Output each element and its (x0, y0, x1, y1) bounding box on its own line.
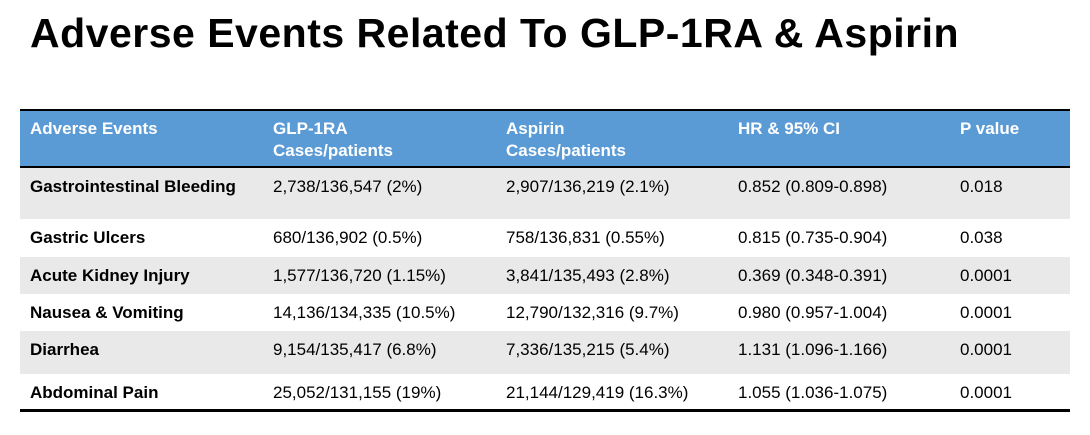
cell-aspirin-cases: 2,907/136,219 (2.1%) (506, 177, 670, 197)
column-header-aspirin: Aspirin Cases/patients (496, 110, 728, 169)
cell-hr-ci: 0.852 (0.809-0.898) (738, 177, 888, 197)
column-header-hr-ci: HR & 95% CI (728, 110, 950, 169)
cell-p-value: 0.0001 (960, 340, 1012, 360)
cell-p-value: 0.0001 (960, 383, 1012, 403)
cell-hr-ci: 1.131 (1.096-1.166) (738, 340, 888, 360)
header-line: Cases/patients (506, 141, 626, 161)
cell-adverse-event: Acute Kidney Injury (30, 266, 190, 286)
column-header-adverse-events: Adverse Events (20, 110, 263, 169)
cell-adverse-event: Gastric Ulcers (30, 228, 146, 248)
cell-aspirin-cases: 3,841/135,493 (2.8%) (506, 266, 670, 286)
cell-adverse-event: Nausea & Vomiting (30, 303, 184, 323)
page-title: Adverse Events Related To GLP-1RA & Aspi… (30, 10, 960, 56)
cell-p-value: 0.0001 (960, 303, 1012, 323)
header-line: Adverse Events (30, 119, 158, 139)
cell-glp1ra-cases: 1,577/136,720 (1.15%) (273, 266, 446, 286)
cell-p-value: 0.0001 (960, 266, 1012, 286)
cell-adverse-event: Diarrhea (30, 340, 99, 360)
header-line: Cases/patients (273, 141, 393, 161)
cell-hr-ci: 0.815 (0.735-0.904) (738, 228, 888, 248)
cell-glp1ra-cases: 14,136/134,335 (10.5%) (273, 303, 456, 323)
cell-glp1ra-cases: 25,052/131,155 (19%) (273, 383, 442, 403)
table-header-row: Adverse Events GLP-1RA Cases/patients As… (20, 110, 1070, 169)
cell-aspirin-cases: 12,790/132,316 (9.7%) (506, 303, 679, 323)
column-header-p-value: P value (950, 110, 1070, 169)
cell-p-value: 0.018 (960, 177, 1003, 197)
cell-glp1ra-cases: 680/136,902 (0.5%) (273, 228, 423, 248)
cell-aspirin-cases: 21,144/129,419 (16.3%) (506, 383, 689, 403)
cell-aspirin-cases: 7,336/135,215 (5.4%) (506, 340, 670, 360)
column-header-glp1ra: GLP-1RA Cases/patients (263, 110, 496, 169)
cell-adverse-event: Gastrointestinal Bleeding (30, 177, 236, 197)
table-row-nausea-vomiting: Nausea & Vomiting 14,136/134,335 (10.5%)… (20, 294, 1070, 331)
cell-hr-ci: 0.369 (0.348-0.391) (738, 266, 888, 286)
header-line: P value (960, 119, 1020, 139)
cell-hr-ci: 1.055 (1.036-1.075) (738, 383, 888, 403)
table-row-gastrointestinal-bleeding: Gastrointestinal Bleeding 2,738/136,547 … (20, 167, 1070, 220)
header-line: HR & 95% CI (738, 119, 841, 139)
cell-glp1ra-cases: 2,738/136,547 (2%) (273, 177, 423, 197)
table-row-acute-kidney-injury: Acute Kidney Injury 1,577/136,720 (1.15%… (20, 257, 1070, 295)
table-row-abdominal-pain: Abdominal Pain 25,052/131,155 (19%) 21,1… (20, 374, 1070, 410)
adverse-events-table: Adverse Events GLP-1RA Cases/patients As… (20, 109, 1070, 412)
table-row-diarrhea: Diarrhea 9,154/135,417 (6.8%) 7,336/135,… (20, 331, 1070, 375)
cell-p-value: 0.038 (960, 228, 1003, 248)
table-row-gastric-ulcers: Gastric Ulcers 680/136,902 (0.5%) 758/13… (20, 219, 1070, 257)
cell-aspirin-cases: 758/136,831 (0.55%) (506, 228, 665, 248)
cell-hr-ci: 0.980 (0.957-1.004) (738, 303, 888, 323)
cell-glp1ra-cases: 9,154/135,417 (6.8%) (273, 340, 437, 360)
header-line: GLP-1RA (273, 119, 348, 139)
cell-adverse-event: Abdominal Pain (30, 383, 159, 403)
header-line: Aspirin (506, 119, 565, 139)
